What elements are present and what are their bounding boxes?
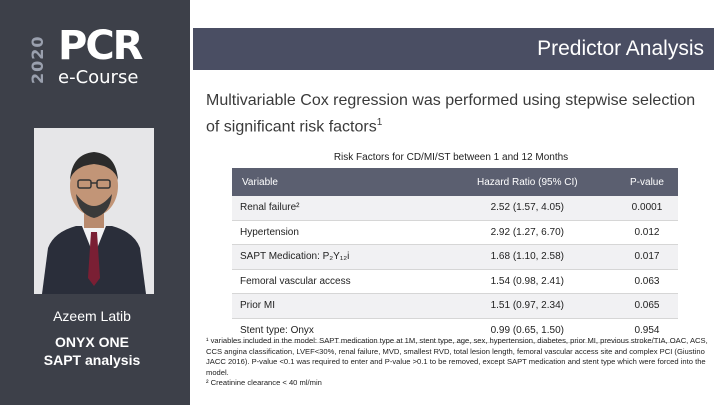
study-label: ONYX ONE SAPT analysis — [0, 333, 184, 369]
table-row: Hypertension 2.92 (1.27, 6.70) 0.012 — [232, 220, 678, 245]
footnotes: ¹ variables included in the model: SAPT … — [206, 336, 712, 389]
header-variable: Variable — [232, 168, 439, 196]
cell-p-value: 0.065 — [615, 293, 678, 319]
cell-hazard-ratio: 1.68 (1.10, 2.58) — [438, 244, 616, 270]
table-row: Stent type: Onyx 0.99 (0.65, 1.50) 0.954 — [232, 318, 678, 343]
risk-factor-table: Variable Hazard Ratio (95% CI) P-value R… — [232, 168, 678, 343]
intro-body: Multivariable Cox regression was perform… — [206, 92, 696, 136]
cell-variable: Hypertension — [232, 220, 439, 245]
intro-reference: 1 — [376, 117, 383, 128]
person-portrait-icon — [34, 128, 154, 294]
cell-p-value: 0.063 — [615, 269, 678, 294]
cell-variable: Renal failure² — [232, 196, 439, 221]
table-header-row: Variable Hazard Ratio (95% CI) P-value — [232, 168, 678, 196]
sidebar: 2020 PCR e-Course Azeem Latib ONYX ONE S… — [0, 0, 190, 405]
table-row: Femoral vascular access 1.54 (0.98, 2.41… — [232, 269, 678, 294]
cell-hazard-ratio: 2.92 (1.27, 6.70) — [438, 220, 616, 245]
table-caption: Risk Factors for CD/MI/ST between 1 and … — [333, 152, 569, 163]
speaker-name: Azeem Latib — [53, 308, 131, 324]
cell-hazard-ratio: 1.54 (0.98, 2.41) — [438, 269, 616, 294]
study-line2: SAPT analysis — [43, 352, 141, 368]
cell-variable: Prior MI — [232, 293, 439, 319]
speaker-photo — [34, 128, 154, 294]
cell-variable: SAPT Medication: P₂Y₁₂i — [232, 244, 439, 270]
logo-brand: PCR — [58, 23, 143, 69]
header-hazard-ratio: Hazard Ratio (95% CI) — [438, 168, 616, 196]
logo-year: 2020 — [28, 35, 47, 85]
cell-variable: Stent type: Onyx — [232, 318, 439, 343]
footnote-2: ² Creatinine clearance < 40 ml/min — [206, 378, 322, 387]
logo-product: e-Course — [58, 67, 139, 88]
intro-text: Multivariable Cox regression was perform… — [206, 90, 706, 138]
header-p-value: P-value — [615, 168, 678, 196]
table-row: SAPT Medication: P₂Y₁₂i 1.68 (1.10, 2.58… — [232, 244, 678, 270]
cell-hazard-ratio: 1.51 (0.97, 2.34) — [438, 293, 616, 319]
cell-p-value: 0.017 — [615, 244, 678, 270]
footnote-1: ¹ variables included in the model: SAPT … — [206, 336, 708, 377]
study-line1: ONYX ONE — [55, 334, 129, 350]
cell-p-value: 0.012 — [615, 220, 678, 245]
cell-hazard-ratio: 2.52 (1.57, 4.05) — [438, 196, 616, 221]
cell-hazard-ratio: 0.99 (0.65, 1.50) — [438, 318, 616, 343]
pcr-ecourse-logo: 2020 PCR e-Course — [28, 24, 188, 92]
table-row: Prior MI 1.51 (0.97, 2.34) 0.065 — [232, 293, 678, 319]
cell-p-value: 0.954 — [615, 318, 678, 343]
table-row: Renal failure² 2.52 (1.57, 4.05) 0.0001 — [232, 196, 678, 221]
cell-p-value: 0.0001 — [615, 196, 678, 221]
title-bar: Predictor Analysis — [193, 28, 714, 70]
cell-variable: Femoral vascular access — [232, 269, 439, 294]
page-title: Predictor Analysis — [537, 37, 704, 60]
